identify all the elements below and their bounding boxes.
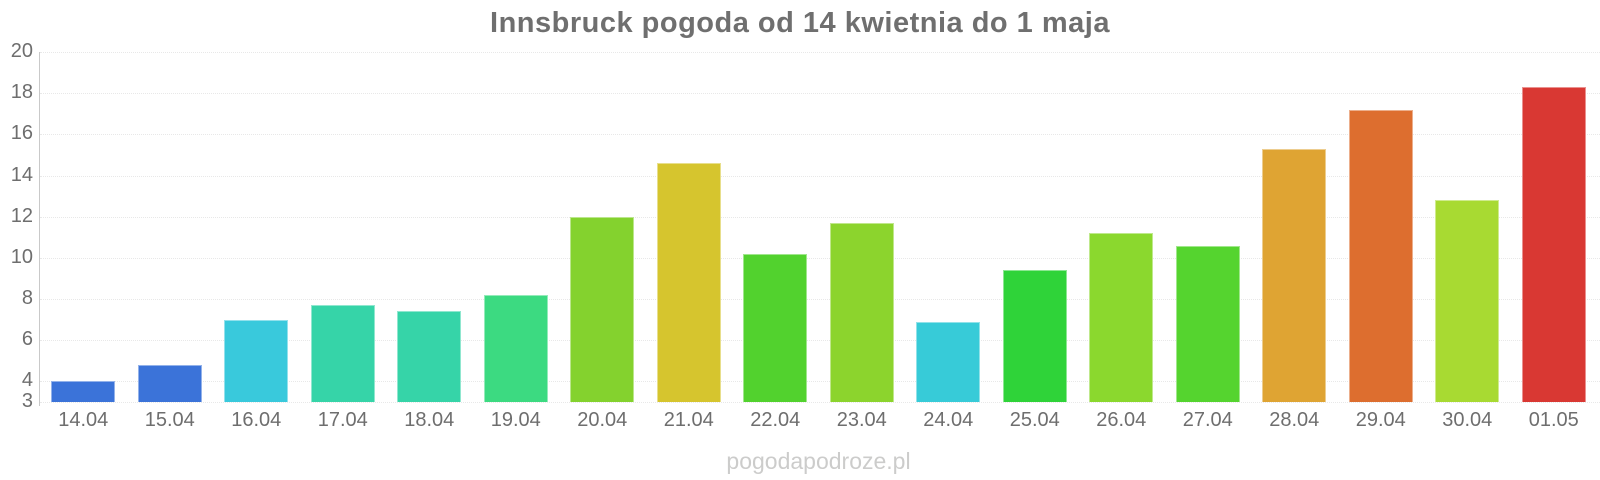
y-axis-label: 10 [10,245,33,268]
gridline-12 [40,216,1600,218]
x-axis-label: 29.04 [1355,409,1406,431]
bar-20.04[interactable] [570,216,635,402]
bar-22.04[interactable] [743,253,808,402]
bar-19.04[interactable] [483,294,548,402]
bar-18.04[interactable] [397,311,462,402]
gridline-4 [40,381,1600,383]
x-axis-label: 21.04 [663,409,714,431]
x-axis-label: 30.04 [1442,409,1493,431]
x-axis-label: 27.04 [1182,409,1233,431]
bar-26.04[interactable] [1089,233,1154,402]
y-axis-label: 6 [21,328,33,351]
bar-24.04[interactable] [916,321,981,402]
y-axis-label: 4 [21,369,33,392]
bar-28.04[interactable] [1262,148,1327,402]
chart-title: Innsbruck pogoda od 14 kwietnia do 1 maj… [490,7,1110,39]
x-axis-label: 23.04 [836,409,887,431]
y-axis-line [39,52,40,406]
bar-23.04[interactable] [829,222,894,402]
x-axis-label: 20.04 [577,409,628,431]
gridline-10 [40,257,1600,259]
x-axis-label: 18.04 [404,409,455,431]
x-axis-label: 19.04 [490,409,541,431]
gridline-20 [40,52,1600,53]
x-axis-label: 14.04 [58,409,109,431]
y-axis-label: 3 [21,390,33,413]
bar-27.04[interactable] [1175,245,1240,402]
watermark: pogodapodroze.pl [726,448,911,474]
x-axis-label: 24.04 [923,409,974,431]
gridline-16 [40,134,1600,136]
y-axis-label: 20 [10,40,33,63]
y-axis-label: 14 [10,163,33,186]
x-axis-label: 15.04 [144,409,195,431]
bar-29.04[interactable] [1348,109,1413,402]
x-axis-label: 22.04 [750,409,801,431]
gridline-18 [40,93,1600,95]
gridline-14 [40,175,1600,177]
y-axis-label: 8 [21,287,33,310]
bar-25.04[interactable] [1002,270,1067,402]
bar-21.04[interactable] [656,163,721,402]
bar-14.04[interactable] [51,381,116,402]
plot-area: 20 18 16 14 12 10 8 6 4 3 14.04 15.04 16.04 17.04 18.0… [11,40,1600,431]
bar-15.04[interactable] [137,364,202,402]
gridline-6 [40,340,1600,342]
gridline-8 [40,299,1600,301]
bar-17.04[interactable] [310,305,375,402]
bar-30.04[interactable] [1435,200,1500,402]
gridline-3 [40,402,1600,403]
x-axis-label: 16.04 [231,409,282,431]
y-axis-label: 18 [10,81,33,104]
x-axis-label: 01.05 [1528,409,1579,431]
x-axis-label: 28.04 [1269,409,1320,431]
bar-01.05[interactable] [1521,87,1586,402]
bar-16.04[interactable] [224,319,289,402]
y-axis-label: 12 [10,204,33,227]
x-axis-label: 26.04 [1096,409,1147,431]
x-axis-label: 17.04 [317,409,368,431]
y-axis-label: 16 [10,122,33,145]
x-axis-label: 25.04 [1009,409,1060,431]
